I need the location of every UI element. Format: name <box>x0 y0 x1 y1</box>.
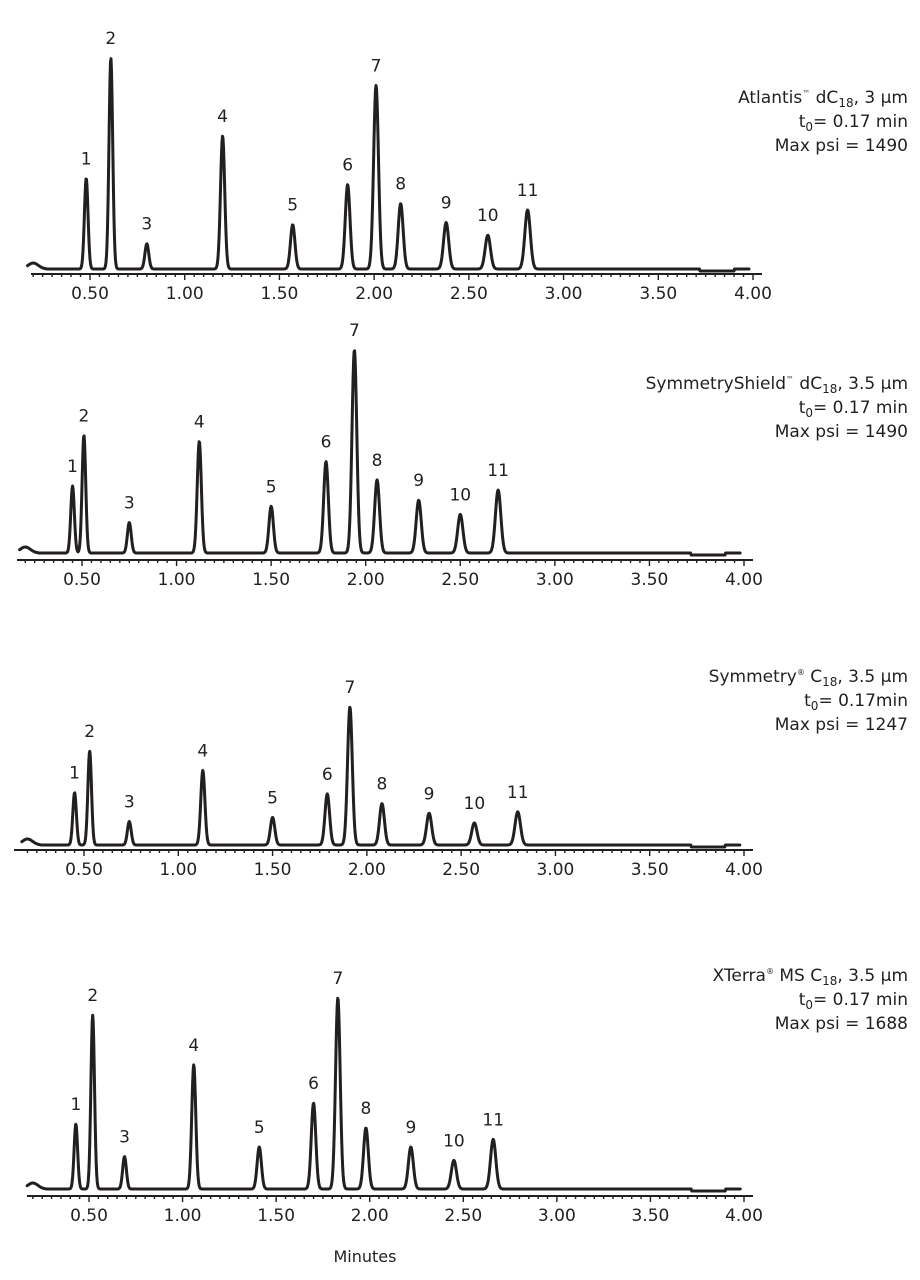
peak-label: 6 <box>308 1074 319 1094</box>
peak-label: 9 <box>413 471 424 491</box>
t0-value: t0= 0.17 min <box>799 990 908 1012</box>
x-tick-label: 1.00 <box>166 284 204 304</box>
x-tick-label: 0.50 <box>71 284 109 304</box>
peak-label: 10 <box>477 206 499 226</box>
x-tick-label: 3.00 <box>538 1206 576 1226</box>
peak-label: 5 <box>267 788 278 808</box>
peak-label: 1 <box>81 149 92 169</box>
peak-label: 2 <box>78 406 89 426</box>
x-tick-label: 4.00 <box>725 1206 763 1226</box>
x-tick-label: 0.50 <box>70 1206 108 1226</box>
peak-label: 8 <box>372 451 383 471</box>
x-tick-label: 3.50 <box>631 1206 669 1226</box>
peak-label: 1 <box>67 457 78 477</box>
t0-value: t0= 0.17 min <box>799 398 908 420</box>
peak-label: 9 <box>405 1118 416 1138</box>
peak-label: 11 <box>487 461 509 481</box>
peak-label: 11 <box>482 1110 504 1130</box>
peak-label: 9 <box>424 784 435 804</box>
column-name: XTerra® MS C18, 3.5 µm <box>713 966 908 988</box>
peak-label: 10 <box>449 485 471 505</box>
x-tick-label: 3.00 <box>545 284 583 304</box>
peak-label: 11 <box>507 783 529 803</box>
max-psi: Max psi = 1688 <box>775 1014 908 1034</box>
x-tick-label: 2.00 <box>348 860 386 880</box>
peak-label: 6 <box>342 156 353 176</box>
peak-label: 10 <box>464 794 486 814</box>
peak-label: 8 <box>361 1099 372 1119</box>
chromatogram-panel: 0.50 1.00 1.50 2.00 2.50 3.00 3.50 4.00 1 2 3 4 5 6 7 8… <box>17 321 908 590</box>
chromatogram-panel: 0.50 1.00 1.50 2.00 2.50 3.00 3.50 4.00 1 2 3 4 5 6 7 8… <box>26 29 908 304</box>
x-tick-label: 3.00 <box>536 860 574 880</box>
t0-value: t0= 0.17min <box>804 691 908 713</box>
chromatogram-panels: 0.50 1.00 1.50 2.00 2.50 3.00 3.50 4.00 1 2 3 4 5 6 7 8… <box>14 29 908 1226</box>
x-tick-label: 3.50 <box>631 860 669 880</box>
chromatogram-trace <box>26 57 751 273</box>
x-tick-label: 3.50 <box>639 284 677 304</box>
peak-label: 2 <box>105 29 116 49</box>
column-name: Atlantis™ dC18, 3 µm <box>738 88 908 110</box>
x-tick-label: 1.50 <box>257 1206 295 1226</box>
x-tick-label: 1.50 <box>260 284 298 304</box>
peak-label: 8 <box>377 775 388 795</box>
peak-label: 1 <box>70 1095 81 1115</box>
column-name: SymmetryShield™ dC18, 3.5 µm <box>646 374 908 396</box>
peak-label: 1 <box>69 764 80 784</box>
peak-label: 8 <box>395 175 406 195</box>
peak-label: 4 <box>194 412 205 432</box>
peak-label: 3 <box>141 215 152 235</box>
x-tick-label: 0.50 <box>65 860 103 880</box>
peak-label: 4 <box>197 741 208 761</box>
peak-label: 7 <box>344 678 355 698</box>
peak-label: 6 <box>322 765 333 785</box>
peak-label: 5 <box>266 477 277 497</box>
peak-label: 4 <box>188 1036 199 1056</box>
max-psi: Max psi = 1247 <box>775 715 908 735</box>
x-tick-label: 4.00 <box>734 284 772 304</box>
max-psi: Max psi = 1490 <box>775 422 908 442</box>
x-tick-label: 3.00 <box>536 570 574 590</box>
x-tick-label: 2.00 <box>351 1206 389 1226</box>
x-tick-label: 4.00 <box>725 860 763 880</box>
x-axis-label: Minutes <box>334 1247 397 1266</box>
x-tick-label: 2.00 <box>347 570 385 590</box>
x-tick-label: 2.50 <box>442 860 480 880</box>
peak-label: 2 <box>84 722 95 742</box>
peak-label: 2 <box>87 986 98 1006</box>
max-psi: Max psi = 1490 <box>775 136 908 156</box>
x-tick-label: 1.00 <box>159 860 197 880</box>
column-name: Symmetry® C18, 3.5 µm <box>709 667 908 689</box>
chromatogram-trace <box>18 349 742 557</box>
x-tick-label: 4.00 <box>725 570 763 590</box>
x-tick-label: 0.50 <box>63 570 101 590</box>
t0-value: t0= 0.17 min <box>799 112 908 134</box>
chromatogram-trace <box>25 996 742 1193</box>
peak-label: 5 <box>254 1118 265 1138</box>
peak-label: 10 <box>443 1131 465 1151</box>
x-tick-label: 1.50 <box>254 860 292 880</box>
peak-label: 9 <box>441 194 452 214</box>
x-tick-label: 2.50 <box>450 284 488 304</box>
x-tick-label: 3.50 <box>630 570 668 590</box>
peak-label: 5 <box>287 196 298 216</box>
x-tick-label: 1.00 <box>164 1206 202 1226</box>
peak-label: 3 <box>124 793 135 813</box>
peak-label: 7 <box>332 969 343 989</box>
chromatogram-trace <box>20 705 742 849</box>
peak-label: 3 <box>119 1128 130 1148</box>
x-tick-label: 1.00 <box>158 570 196 590</box>
peak-label: 11 <box>517 181 539 201</box>
chromatogram-panel: 0.50 1.00 1.50 2.00 2.50 3.00 3.50 4.00 1 2 3 4 5 6 7 8… <box>25 966 908 1226</box>
chromatogram-panel: 0.50 1.00 1.50 2.00 2.50 3.00 3.50 4.00 1 2 3 4 5 6 7 8… <box>14 667 908 880</box>
peak-label: 4 <box>217 107 228 127</box>
x-tick-label: 2.00 <box>355 284 393 304</box>
peak-label: 6 <box>321 433 332 453</box>
peak-label: 3 <box>124 494 135 514</box>
x-tick-label: 2.50 <box>444 1206 482 1226</box>
x-tick-label: 2.50 <box>441 570 479 590</box>
peak-label: 7 <box>371 56 382 76</box>
x-tick-label: 1.50 <box>252 570 290 590</box>
peak-label: 7 <box>349 321 360 341</box>
